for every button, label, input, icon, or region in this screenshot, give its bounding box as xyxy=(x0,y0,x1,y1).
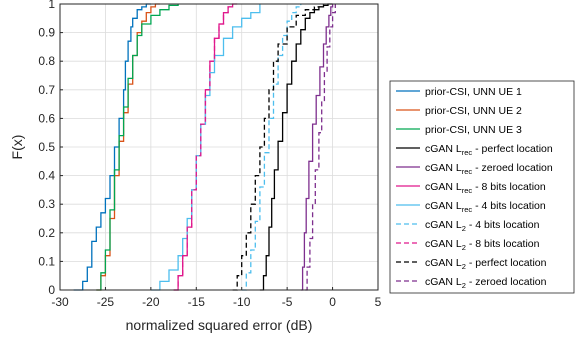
series-line-10 xyxy=(232,4,325,291)
x-tick-label: -30 xyxy=(51,295,69,309)
x-tick-label: -10 xyxy=(233,295,251,309)
y-tick-label: 0.8 xyxy=(38,54,55,68)
y-axis-label: F(x) xyxy=(9,135,25,160)
legend-entry: prior-CSI, UNN UE 2 xyxy=(425,105,522,117)
series-line-8 xyxy=(241,4,302,291)
y-tick-label: 0 xyxy=(48,283,55,297)
y-tick-label: 0.4 xyxy=(38,169,55,183)
series-line-4 xyxy=(259,3,333,291)
series-line-5 xyxy=(300,4,334,291)
x-axis-ticks: -30 -25 -20 -15 -10 -5 0 5 xyxy=(51,287,382,309)
x-tick-label: 0 xyxy=(329,295,336,309)
y-tick-label: 0.5 xyxy=(38,140,55,154)
legend-entry: cGAN Lrec - 8 bits location xyxy=(425,181,546,195)
x-tick-label: 5 xyxy=(375,295,382,309)
legend-entry: prior-CSI, UNN UE 1 xyxy=(425,86,522,98)
x-tick-label: -5 xyxy=(282,295,293,309)
y-axis-ticks: 0 0.1 0.2 0.3 0.4 0.5 0.6 0.7 0.8 0.9 1 xyxy=(38,0,63,297)
legend-entry: cGAN L2 - 8 bits location xyxy=(425,238,540,252)
series-group xyxy=(73,3,336,291)
x-axis-label: normalized squared error (dB) xyxy=(126,317,313,333)
y-tick-label: 0.2 xyxy=(38,226,55,240)
legend-entry: cGAN Lrec - perfect location xyxy=(425,143,553,157)
legend-box xyxy=(389,80,575,294)
series-line-9 xyxy=(173,4,234,291)
y-tick-label: 0.1 xyxy=(38,254,55,268)
legend-entry: cGAN L2 - zeroed location xyxy=(425,276,547,290)
x-tick-label: -25 xyxy=(97,295,115,309)
legend-entry: cGAN L2 - perfect location xyxy=(425,257,547,271)
y-tick-label: 0.9 xyxy=(38,26,55,40)
series-line-11 xyxy=(305,4,336,291)
y-tick-label: 1 xyxy=(48,0,55,11)
legend: prior-CSI, UNN UE 1 prior-CSI, UNN UE 2 pr… xyxy=(389,80,575,294)
x-tick-label: -15 xyxy=(188,295,206,309)
legend-entry: prior-CSI, UNN UE 3 xyxy=(425,124,522,136)
legend-entry: cGAN Lrec - 4 bits location xyxy=(425,200,546,214)
series-line-1 xyxy=(73,3,151,291)
legend-entry: cGAN L2 - 4 bits location xyxy=(425,219,540,233)
legend-entry: cGAN Lrec - zeroed location xyxy=(425,162,553,176)
y-tick-label: 0.7 xyxy=(38,83,55,97)
x-tick-label: -20 xyxy=(142,295,160,309)
y-tick-label: 0.6 xyxy=(38,111,55,125)
y-tick-label: 0.3 xyxy=(38,197,55,211)
series-line-3 xyxy=(96,4,179,291)
